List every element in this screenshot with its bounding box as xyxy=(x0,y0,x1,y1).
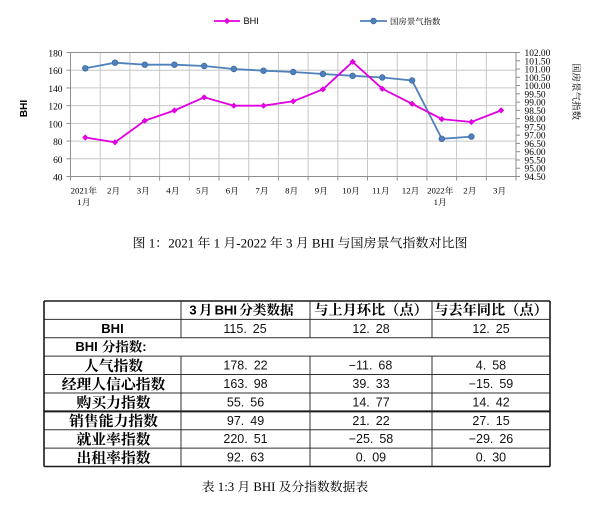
svg-text:2022: 2022 xyxy=(427,186,445,196)
svg-text:-2022: -2022 xyxy=(236,235,270,250)
svg-text:4: 4 xyxy=(166,186,171,196)
svg-text:101.50: 101.50 xyxy=(525,57,551,67)
svg-text:6: 6 xyxy=(226,186,231,196)
svg-text:178. 22: 178. 22 xyxy=(223,359,267,373)
svg-text:100: 100 xyxy=(48,120,62,130)
svg-text:3: 3 xyxy=(137,186,142,196)
svg-text:0. 09: 0. 09 xyxy=(356,451,386,465)
svg-text:96.50: 96.50 xyxy=(525,140,546,150)
svg-text:100.50: 100.50 xyxy=(525,74,551,84)
svg-text:220. 51: 220. 51 xyxy=(223,432,267,446)
svg-text:0. 30: 0. 30 xyxy=(476,451,506,465)
svg-text:−15. 59: −15. 59 xyxy=(469,377,514,391)
svg-text:1: 1 xyxy=(434,197,438,207)
svg-text:2: 2 xyxy=(107,186,111,196)
svg-text:97.50: 97.50 xyxy=(525,123,546,133)
svg-text:7: 7 xyxy=(255,186,260,196)
svg-text:27. 15: 27. 15 xyxy=(472,414,509,428)
svg-text:163. 98: 163. 98 xyxy=(223,377,267,391)
svg-text:11: 11 xyxy=(372,186,380,196)
svg-text:39. 33: 39. 33 xyxy=(352,377,389,391)
svg-text:9: 9 xyxy=(315,186,320,196)
svg-text:BHI: BHI xyxy=(244,16,259,26)
svg-text:2: 2 xyxy=(463,186,467,196)
svg-text:100.00: 100.00 xyxy=(525,82,551,92)
svg-text:12. 28: 12. 28 xyxy=(352,322,389,336)
svg-text:BHI: BHI xyxy=(250,480,278,494)
svg-text:1: 1 xyxy=(77,197,81,207)
svg-text:98.50: 98.50 xyxy=(525,107,546,117)
svg-text:2021: 2021 xyxy=(168,235,197,250)
svg-text:10: 10 xyxy=(342,186,351,196)
svg-text:12. 25: 12. 25 xyxy=(472,322,509,336)
svg-text:BHI: BHI xyxy=(19,100,30,117)
svg-text:96.00: 96.00 xyxy=(525,148,546,158)
svg-text:14. 42: 14. 42 xyxy=(472,395,509,409)
svg-text:BHI: BHI xyxy=(101,321,123,336)
svg-text:3: 3 xyxy=(493,186,498,196)
svg-text:−11. 68: −11. 68 xyxy=(349,359,393,373)
svg-text:99.50: 99.50 xyxy=(525,90,546,100)
svg-text:97. 49: 97. 49 xyxy=(227,414,264,428)
svg-text:12: 12 xyxy=(402,186,411,196)
svg-text::: : xyxy=(142,339,146,354)
svg-text:102.00: 102.00 xyxy=(525,49,551,59)
svg-text:95.50: 95.50 xyxy=(525,157,546,167)
svg-text:140: 140 xyxy=(48,85,62,95)
svg-text:60: 60 xyxy=(53,156,63,166)
svg-text:1: 1 xyxy=(210,235,223,250)
svg-text:120: 120 xyxy=(48,103,62,113)
svg-text:160: 160 xyxy=(48,67,62,77)
svg-text:1: 1 xyxy=(146,235,156,250)
svg-text:21. 22: 21. 22 xyxy=(352,414,389,428)
svg-text:4. 58: 4. 58 xyxy=(476,359,506,373)
svg-text:80: 80 xyxy=(53,138,63,148)
svg-text:40: 40 xyxy=(53,174,63,184)
svg-text:180: 180 xyxy=(48,50,62,60)
svg-text:95.00: 95.00 xyxy=(525,165,546,175)
svg-text:−29. 26: −29. 26 xyxy=(469,432,514,446)
svg-text:14. 77: 14. 77 xyxy=(352,395,389,409)
svg-text:99.00: 99.00 xyxy=(525,99,546,109)
svg-text:92. 63: 92. 63 xyxy=(227,451,264,465)
svg-text:BHI: BHI xyxy=(75,339,101,354)
svg-text:98.00: 98.00 xyxy=(525,115,546,125)
svg-text:BHI: BHI xyxy=(309,235,338,250)
svg-text:115. 25: 115. 25 xyxy=(223,322,266,336)
svg-text:97.00: 97.00 xyxy=(525,132,546,142)
svg-text:8: 8 xyxy=(285,186,290,196)
svg-text:2021: 2021 xyxy=(71,186,89,196)
svg-text:101.00: 101.00 xyxy=(525,66,551,76)
svg-text:BHI: BHI xyxy=(212,302,239,317)
svg-text:94.50: 94.50 xyxy=(525,173,546,183)
svg-text:1:3: 1:3 xyxy=(215,480,238,494)
svg-text:3: 3 xyxy=(283,235,296,250)
svg-text:55. 56: 55. 56 xyxy=(227,395,264,409)
svg-text:5: 5 xyxy=(196,186,201,196)
svg-text:3: 3 xyxy=(189,302,198,317)
svg-text:−25. 58: −25. 58 xyxy=(349,432,394,446)
